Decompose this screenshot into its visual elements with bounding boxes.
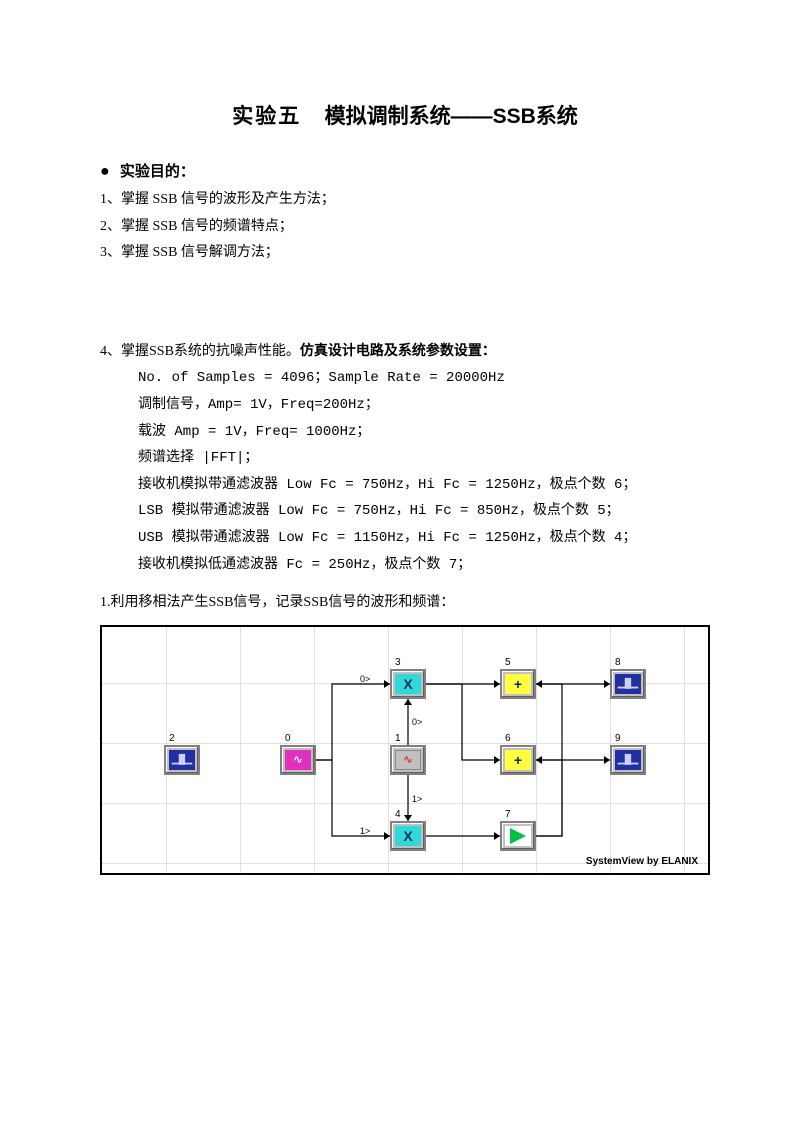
section-heading: ● 实验目的： [100, 160, 710, 181]
block-2: 2▁█▁ [164, 745, 200, 775]
svg-text:1>: 1> [360, 826, 370, 836]
block-0: 0∿ [280, 745, 316, 775]
objective-4: 4、掌握SSB系统的抗噪声性能。仿真设计电路及系统参数设置： [100, 337, 710, 366]
objective-4-prefix: 4、掌握SSB系统的抗噪声性能。 [100, 344, 300, 359]
objective-item: 2、掌握 SSB 信号的频谱特点； [100, 214, 710, 241]
param-line: 调制信号，Amp= 1V，Freq=200Hz； [138, 392, 710, 419]
page-title: 实验五 模拟调制系统——SSB系统 [100, 100, 710, 130]
diagram-credit: SystemView by ELANIX [586, 856, 698, 867]
block-diagram: 0> 1> 0> 1> 2▁█▁ 0∿ 1∿ 3X 4X 5+ 6+ 7 8▁█▁ 9▁█▁ Syste… [100, 625, 710, 875]
param-line: No. of Samples = 4096；Sample Rate = 2000… [138, 365, 710, 392]
block-7: 7 [500, 821, 536, 851]
block-1: 1∿ [390, 745, 426, 775]
objective-item: 3、掌握 SSB 信号解调方法； [100, 240, 710, 267]
param-line: 载波 Amp = 1V，Freq= 1000Hz； [138, 419, 710, 446]
param-line: USB 模拟带通滤波器 Low Fc = 1150Hz，Hi Fc = 1250… [138, 525, 710, 552]
title-main: 模拟调制系统——SSB系统 [325, 105, 578, 128]
objective-4-bold: 仿真设计电路及系统参数设置： [300, 342, 496, 358]
param-line: LSB 模拟带通滤波器 Low Fc = 750Hz，Hi Fc = 850Hz… [138, 498, 710, 525]
svg-text:0>: 0> [360, 674, 370, 684]
param-line: 频谱选择 |FFT|； [138, 445, 710, 472]
block-8: 8▁█▁ [610, 669, 646, 699]
param-line: 接收机模拟低通滤波器 Fc = 250Hz，极点个数 7； [138, 552, 710, 579]
objective-item: 1、掌握 SSB 信号的波形及产生方法； [100, 187, 710, 214]
params-list: No. of Samples = 4096；Sample Rate = 2000… [100, 365, 710, 578]
title-prefix: 实验五 [232, 105, 301, 128]
svg-text:0>: 0> [412, 717, 422, 727]
bullet-icon: ● [100, 163, 110, 181]
block-6: 6+ [500, 745, 536, 775]
step-1: 1.利用移相法产生SSB信号，记录SSB信号的波形和频谱： [100, 590, 710, 617]
block-9: 9▁█▁ [610, 745, 646, 775]
section-heading-text: 实验目的： [120, 163, 195, 180]
svg-text:1>: 1> [412, 794, 422, 804]
block-4: 4X [390, 821, 426, 851]
block-5: 5+ [500, 669, 536, 699]
block-3: 3X [390, 669, 426, 699]
param-line: 接收机模拟带通滤波器 Low Fc = 750Hz，Hi Fc = 1250Hz… [138, 472, 710, 499]
